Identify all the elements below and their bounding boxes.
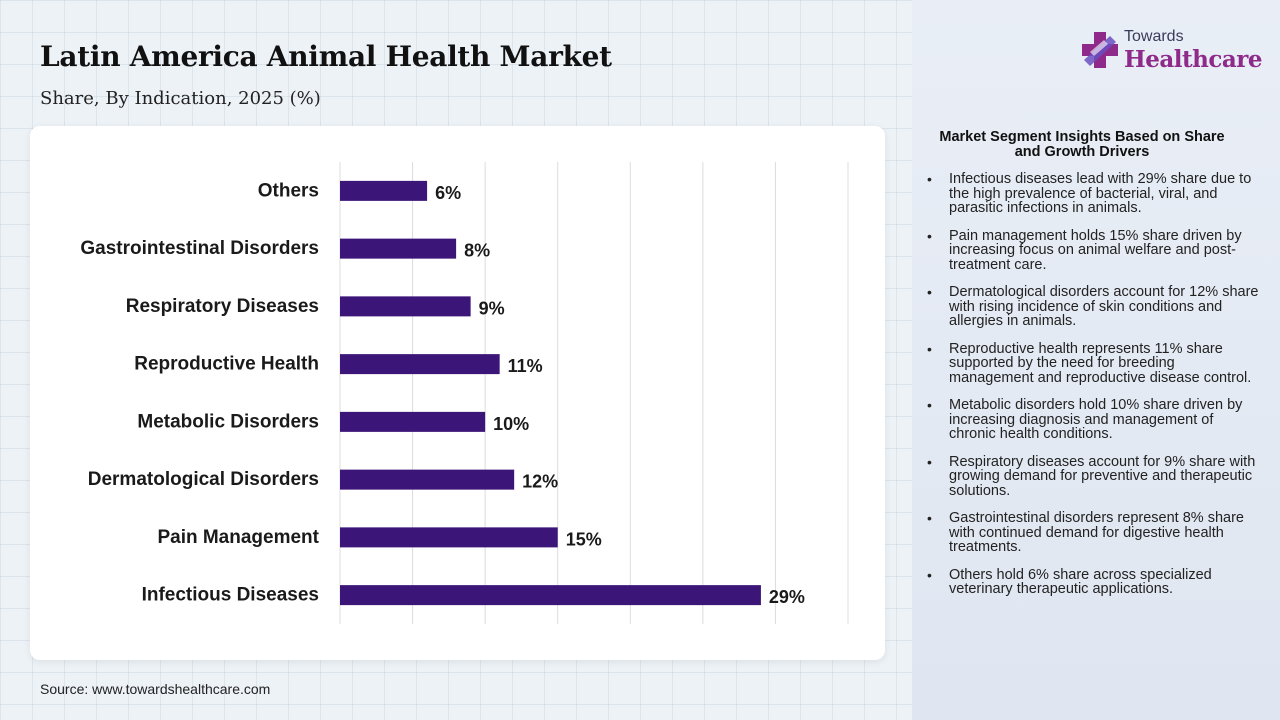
category-label: Reproductive Health <box>134 354 319 375</box>
brand-logo: Towards Healthcare <box>1080 26 1263 78</box>
bar <box>340 238 457 259</box>
data-label: 15% <box>566 529 602 549</box>
category-label: Infectious Diseases <box>142 585 319 606</box>
bar <box>340 180 428 201</box>
page-title: Latin America Animal Health Market <box>40 40 612 73</box>
data-label: 11% <box>508 356 543 376</box>
bar <box>340 585 761 606</box>
category-label: Respiratory Diseases <box>126 296 319 317</box>
data-label: 8% <box>464 241 490 261</box>
bar-chart: Others 6% Gastrointestinal Disorders 8% Resp… <box>80 162 849 624</box>
cross-logo-icon <box>1082 32 1118 68</box>
insight-item: Others hold 6% share across specialized … <box>924 567 1259 597</box>
data-label: 29% <box>769 587 805 607</box>
bar <box>340 411 486 432</box>
data-label: 12% <box>522 472 558 492</box>
insight-item: Gastrointestinal disorders represent 8% … <box>924 511 1259 555</box>
logo-text-top: Towards <box>1124 28 1184 45</box>
category-label: Others <box>258 180 319 201</box>
insights-heading: Market Segment Insights Based on Share a… <box>939 129 1225 160</box>
page-subtitle: Share, By Indication, 2025 (%) <box>40 88 321 109</box>
insight-item: Respiratory diseases account for 9% shar… <box>924 454 1259 499</box>
category-label: Pain Management <box>157 527 319 548</box>
bar <box>340 469 515 490</box>
category-label: Dermatological Disorders <box>88 469 319 490</box>
category-label: Gastrointestinal Disorders <box>80 238 319 259</box>
bar <box>340 354 500 375</box>
insights-panel: Towards Healthcare Market Segment Insigh… <box>912 0 1280 720</box>
category-label: Metabolic Disorders <box>137 411 319 432</box>
insights-list: Infectious diseases lead with 29% share … <box>924 172 1259 610</box>
chart-card: Others 6% Gastrointestinal Disorders 8% Resp… <box>30 126 885 660</box>
data-label: 6% <box>435 183 461 203</box>
insight-item: Pain management holds 15% share driven b… <box>924 228 1259 273</box>
insight-item: Infectious diseases lead with 29% share … <box>924 172 1259 216</box>
data-label: 10% <box>493 414 529 434</box>
logo-text-bottom: Healthcare <box>1124 46 1263 73</box>
data-label: 9% <box>479 298 505 318</box>
source-note: Source: www.towardshealthcare.com <box>40 681 271 697</box>
bar <box>340 527 558 548</box>
insight-item: Dermatological disorders account for 12%… <box>924 285 1259 329</box>
insight-item: Reproductive health represents 11% share… <box>924 341 1259 386</box>
bar <box>340 296 471 317</box>
insight-item: Metabolic disorders hold 10% share drive… <box>924 398 1259 442</box>
